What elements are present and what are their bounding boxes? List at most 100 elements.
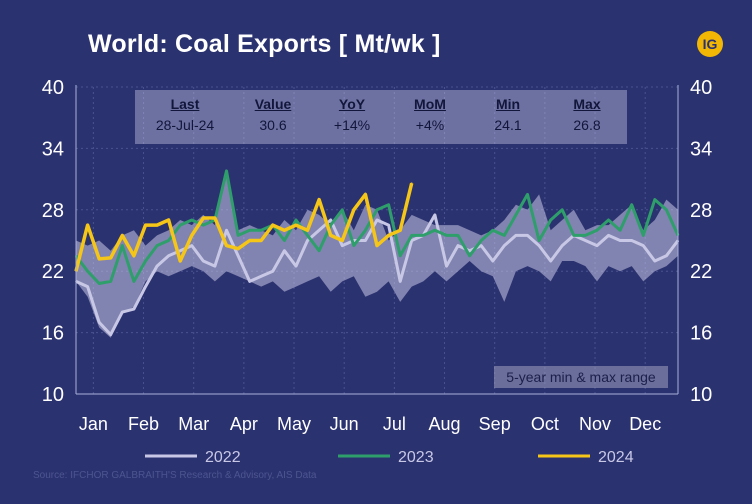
series-point-2023 (341, 209, 344, 211)
series-point-2024 (121, 234, 124, 237)
y-tick-label-right: 10 (690, 384, 712, 406)
series-point-2022 (260, 275, 263, 278)
series-point-2022 (468, 249, 471, 252)
series-point-2022 (492, 260, 494, 262)
series-point-2022 (619, 239, 621, 242)
series-point-2022 (364, 239, 367, 242)
stat-header: Value (254, 96, 292, 112)
series-point-2022 (399, 280, 402, 283)
grid-lines (76, 86, 678, 395)
stat-value: +14% (333, 117, 371, 133)
series-point-2022 (214, 265, 216, 267)
series-point-2024 (399, 229, 402, 232)
series-point-2022 (526, 234, 529, 237)
series-point-2022 (503, 244, 506, 247)
series-point-2023 (596, 229, 598, 232)
series-point-2022 (272, 270, 274, 273)
series-point-2023 (607, 219, 610, 221)
x-tick-label: Aug (429, 414, 461, 434)
series-point-2023 (179, 224, 181, 226)
series-point-2024 (318, 198, 320, 201)
x-tick-label: Jun (330, 414, 359, 434)
series-point-2022 (445, 265, 448, 267)
legend: 2022 2023 2024 (145, 449, 634, 466)
series-point-2023 (665, 209, 668, 211)
series-point-2024 (283, 229, 286, 232)
series-point-2023 (121, 244, 124, 247)
y-tick-label-right: 40 (690, 77, 712, 99)
series-point-2023 (387, 203, 390, 206)
series-point-2024 (272, 224, 274, 226)
x-tick-label: Apr (230, 414, 258, 434)
series-point-2024 (306, 229, 309, 232)
series-point-2022 (434, 214, 436, 216)
series-point-2022 (283, 249, 286, 252)
series-point-2024 (191, 234, 193, 237)
series-point-2022 (561, 244, 563, 247)
series-point-2022 (480, 244, 483, 247)
series-point-2023 (526, 193, 529, 196)
axes: 10 10 16 16 22 22 28 28 34 34 40 40 Jan Feb Mar Apr May J… (42, 77, 713, 434)
series-point-2023 (445, 234, 448, 237)
series-point-2024 (214, 217, 216, 219)
series-point-2023 (318, 249, 320, 252)
series-point-2023 (376, 209, 378, 211)
legend-label-2022: 2022 (205, 449, 241, 466)
series-point-2022 (607, 234, 610, 237)
series-point-2022 (387, 224, 390, 226)
series-point-2024 (179, 260, 181, 262)
stat-value: 26.8 (573, 117, 601, 133)
stat-max: Max 26.8 (547, 96, 627, 133)
series-point-2022 (457, 244, 459, 247)
series-point-2023 (248, 229, 251, 232)
series-point-2023 (202, 224, 205, 226)
series-point-2024 (248, 239, 251, 242)
x-tick-label: Jul (383, 414, 406, 434)
series-point-2023 (515, 214, 517, 216)
series-point-2023 (225, 170, 228, 172)
series-point-2023 (434, 229, 436, 232)
stat-value: 28-Jul-24 (155, 117, 215, 133)
y-tick-label-left: 10 (42, 384, 64, 406)
stat-header: Last (170, 96, 200, 112)
stat-value: 24.1 (494, 117, 522, 133)
y-tick-label-left: 28 (42, 200, 64, 222)
series-point-2022 (306, 239, 309, 242)
series-point-2022 (191, 244, 193, 247)
series-point-2022 (549, 260, 552, 262)
series-point-2022 (133, 308, 135, 310)
series-point-2024 (225, 244, 228, 247)
series-point-2023 (283, 239, 286, 242)
x-tick-label: Feb (128, 414, 159, 434)
series-point-2023 (295, 219, 297, 221)
series-point-2022 (376, 219, 378, 221)
series-point-2022 (109, 333, 112, 336)
series-point-2024 (156, 224, 158, 226)
series-point-2024 (167, 219, 170, 221)
series-point-2024 (341, 239, 344, 242)
stat-header: Max (573, 96, 601, 112)
series-point-2022 (98, 321, 100, 324)
series-point-2024 (133, 255, 135, 257)
series-point-2023 (492, 229, 494, 232)
series-point-2022 (329, 219, 332, 221)
series-point-2023 (144, 260, 147, 262)
series-layer (74, 169, 680, 337)
series-point-2023 (306, 234, 309, 237)
series-point-2024 (329, 234, 332, 237)
series-point-2023 (538, 239, 540, 242)
series-point-2024 (144, 224, 147, 226)
stat-value: +4% (415, 117, 445, 133)
series-point-2023 (619, 229, 621, 232)
series-point-2023 (191, 219, 193, 221)
series-point-2024 (109, 257, 112, 259)
stat-min: Min 24.1 (468, 96, 548, 133)
series-point-2024 (387, 234, 390, 237)
series-point-2023 (133, 280, 135, 283)
x-tick-label: Sep (479, 414, 511, 434)
legend-label-2023: 2023 (398, 449, 434, 466)
series-point-2023 (98, 282, 100, 285)
y-tick-label-right: 34 (690, 138, 712, 160)
legend-label-2024: 2024 (598, 449, 634, 466)
y-tick-label-left: 34 (42, 138, 64, 160)
